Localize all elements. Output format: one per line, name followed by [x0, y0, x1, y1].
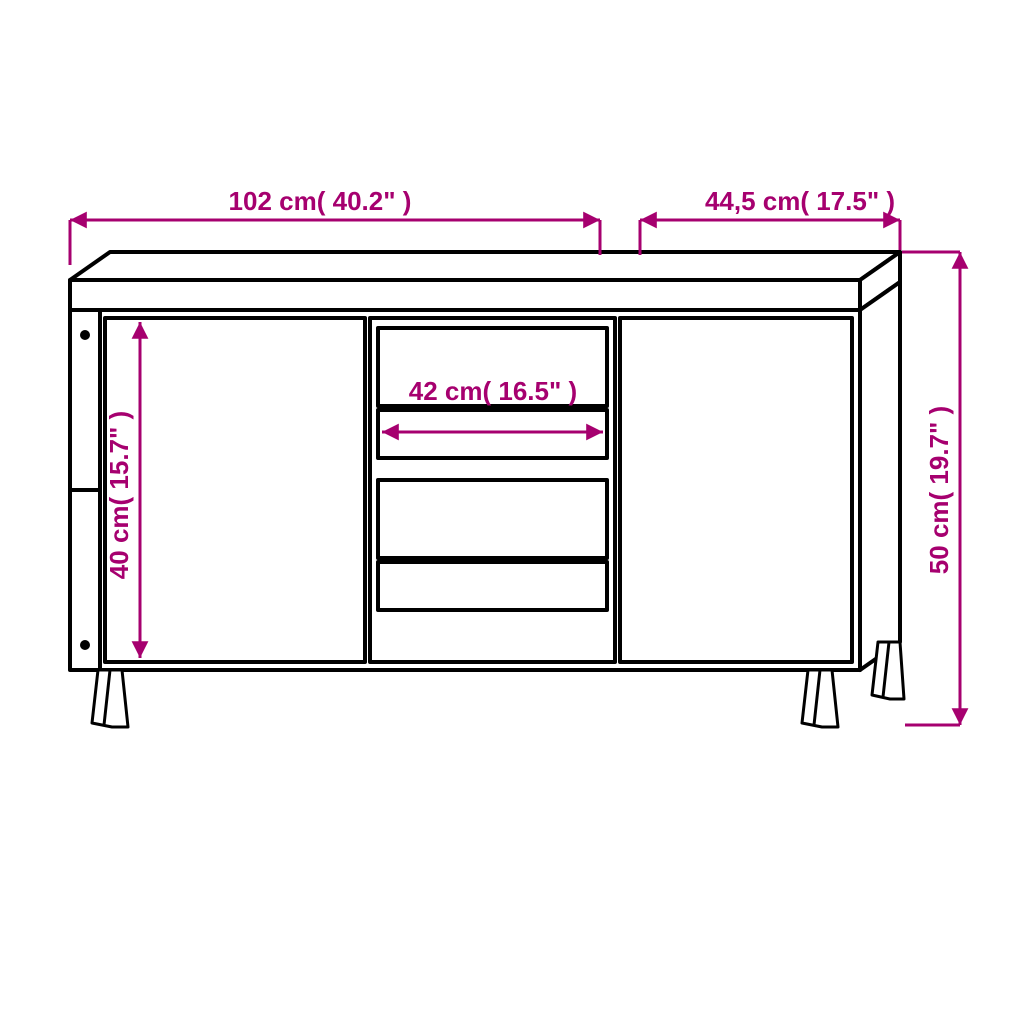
- left-door: [105, 318, 365, 662]
- dim-door-height-label: 40 cm( 15.7" ): [104, 411, 134, 579]
- drawer-bottom: [378, 480, 607, 558]
- dim-depth-label: 44,5 cm( 17.5" ): [705, 186, 895, 216]
- dim-drawer-label: 42 cm( 16.5" ): [409, 376, 577, 406]
- top-panel: [70, 252, 900, 280]
- drawer-gap-2: [378, 562, 607, 610]
- shelf-pin-icon: [82, 332, 88, 338]
- body-side: [860, 282, 900, 670]
- dim-total-height-label: 50 cm( 19.7" ): [924, 406, 954, 574]
- cabinet-outline: [70, 252, 904, 727]
- top-panel-front-edge: [70, 280, 860, 310]
- drawer-gap-1: [378, 410, 607, 458]
- cabinet-dimension-diagram: 102 cm( 40.2" ) 44,5 cm( 17.5" ) 42 cm( …: [0, 0, 1024, 1024]
- shelf-pin-icon: [82, 642, 88, 648]
- dim-width-label: 102 cm( 40.2" ): [229, 186, 412, 216]
- right-door: [620, 318, 852, 662]
